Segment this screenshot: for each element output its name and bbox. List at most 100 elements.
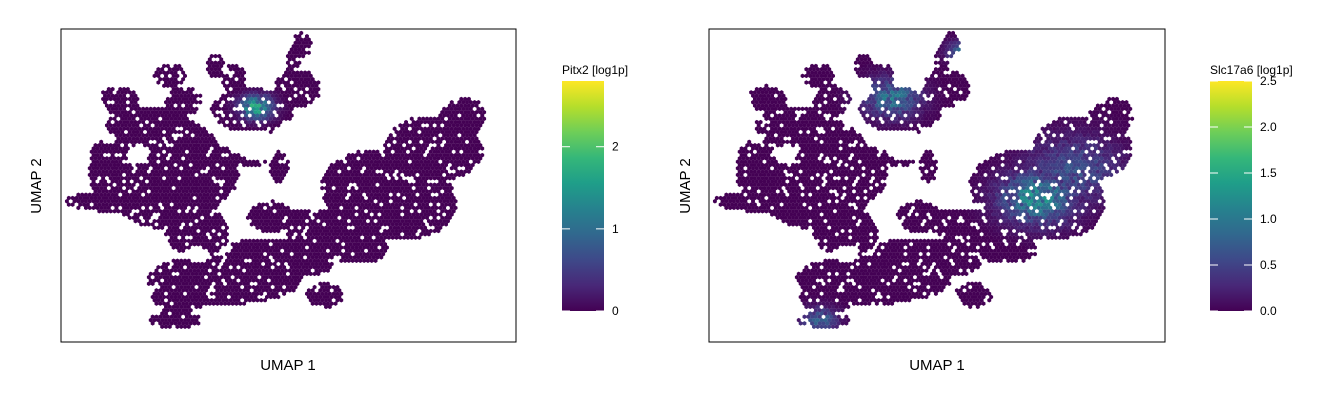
hex-bin	[468, 139, 473, 145]
hex-bin	[177, 90, 182, 95]
hex-bin	[244, 106, 248, 112]
hex-bin	[108, 90, 113, 95]
hex-bin	[124, 123, 128, 128]
hex-bin	[99, 139, 104, 145]
hex-bin	[232, 100, 237, 105]
hex-bin	[131, 123, 136, 128]
hex-bin	[148, 106, 153, 112]
hex-bin	[175, 119, 180, 125]
hex-bin	[194, 126, 199, 131]
hex-bin	[160, 133, 165, 138]
hex-bin	[108, 123, 113, 128]
hex-bin	[434, 139, 439, 145]
colorbar-tick-label: 1	[612, 222, 619, 236]
hex-bin	[449, 100, 454, 105]
hex-bin	[274, 106, 279, 112]
hex-bin	[234, 90, 239, 95]
hex-bin	[386, 136, 391, 141]
hex-bin	[137, 139, 142, 145]
hex-bin	[478, 123, 483, 128]
hex-bin	[127, 103, 132, 108]
hex-bin	[146, 116, 151, 122]
hex-bin	[104, 103, 109, 108]
hex-bin	[308, 93, 313, 98]
hex-bin	[125, 119, 130, 125]
hex-bin	[129, 113, 134, 118]
hex-bin	[228, 106, 233, 112]
hex-bin	[289, 106, 294, 112]
hex-bin	[251, 126, 256, 131]
hex-bin	[143, 123, 147, 128]
hex-bin	[104, 142, 109, 148]
hex-bin	[165, 70, 170, 75]
hex-bin	[276, 83, 281, 89]
colorbar-tick-label: 0	[612, 304, 619, 318]
hex-bin	[202, 133, 207, 138]
hex-bin	[310, 90, 315, 95]
hex-bin	[112, 96, 117, 102]
hex-bin	[272, 116, 277, 122]
hex-bin	[209, 73, 214, 79]
hex-bin	[455, 103, 460, 108]
hex-bin	[434, 133, 439, 138]
hex-bin	[181, 129, 186, 135]
hex-bin	[230, 103, 235, 108]
hex-bin	[459, 136, 464, 141]
hex-bin	[162, 83, 167, 89]
hex-bin	[154, 109, 159, 115]
hex-bin	[425, 129, 429, 135]
hex-bin	[171, 67, 176, 72]
hex-bin	[137, 119, 142, 125]
hex-bin	[306, 50, 311, 56]
hex-bin	[120, 123, 125, 128]
hex-bin	[465, 113, 469, 118]
hex-bin	[409, 123, 414, 128]
hex-bin	[116, 142, 121, 148]
hex-bin	[257, 96, 262, 102]
hex-bin	[165, 116, 170, 122]
hex-bin	[188, 129, 193, 135]
hex-bin	[169, 103, 174, 108]
hex-bin	[396, 133, 401, 138]
hex-bin	[213, 100, 218, 105]
hex-bin	[154, 142, 159, 148]
hex-bin	[257, 90, 262, 95]
hex-bin	[137, 133, 142, 138]
hex-bin	[316, 93, 321, 98]
hex-bin	[131, 103, 136, 108]
hex-bin	[440, 116, 445, 122]
hex-bin	[280, 76, 285, 82]
y-axis-title: UMAP 2	[28, 158, 45, 214]
hex-bin	[409, 116, 414, 122]
hex-bin	[156, 80, 161, 85]
hex-bin	[461, 100, 466, 105]
hex-bin	[198, 126, 203, 131]
hex-bin	[289, 113, 294, 118]
hex-bin	[139, 116, 144, 122]
hex-bin	[440, 129, 445, 135]
hex-bin	[284, 70, 288, 75]
hex-bin	[144, 139, 149, 145]
hex-bin	[120, 136, 125, 141]
hex-bin	[236, 126, 241, 131]
hex-bin	[295, 90, 300, 95]
hex-bin	[221, 60, 226, 65]
hex-bin	[148, 146, 153, 151]
hex-bin	[162, 76, 167, 82]
hex-bin	[177, 136, 182, 141]
hex-bin	[419, 133, 424, 138]
hex-bin	[295, 37, 300, 42]
hex-bin	[404, 139, 408, 145]
hex-bin	[188, 142, 193, 148]
hex-bin	[398, 142, 403, 148]
hex-bin	[265, 90, 269, 95]
hex-bin	[221, 93, 226, 98]
hex-bin	[129, 126, 134, 131]
hex-bin	[466, 116, 471, 122]
hex-bin	[164, 80, 168, 85]
hex-bin	[305, 80, 309, 85]
hex-bin	[478, 116, 483, 122]
hex-bin	[253, 116, 258, 122]
hex-bin	[476, 119, 481, 125]
hex-bin	[247, 126, 252, 131]
